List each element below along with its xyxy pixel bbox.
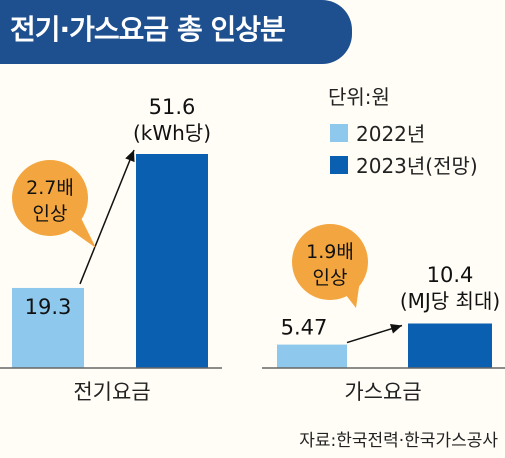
callout-ratio-gas: 1.9배 [306, 241, 354, 263]
value-label-gas-2023: 10.4 [427, 263, 474, 287]
value-label-gas-2022: 5.47 [281, 316, 328, 340]
increase-arrow-line-electric [79, 149, 135, 285]
bar-gas-2023 [408, 323, 492, 368]
callout-word-electric: 인상 [33, 203, 68, 225]
legend-label-2023: 2023년(전망) [356, 154, 478, 178]
title-banner [0, 0, 352, 64]
increase-arrowhead-electric [125, 150, 135, 163]
callout-bubble-gas [292, 224, 368, 300]
unit-note-electric: (kWh당) [133, 121, 211, 145]
legend-label-2022: 2022년 [356, 122, 425, 146]
category-label-electric: 전기요금 [73, 380, 150, 404]
callout-word-gas: 인상 [313, 267, 348, 289]
value-label-electric-2022: 19.3 [25, 295, 72, 319]
unit-note-gas: (MJ당 최대) [400, 289, 500, 313]
callout-ratio-electric: 2.7배 [26, 177, 74, 199]
increase-arrowhead-gas [390, 323, 402, 334]
legend-swatch-2023 [330, 156, 348, 174]
bar-electric-2022 [12, 287, 84, 368]
bar-gas-2022 [277, 344, 347, 368]
legend-swatch-2022 [330, 124, 348, 142]
chart-title: 전기·가스요금 총 인상분 [10, 13, 286, 46]
source-note: 자료:한국전력·한국가스공사 [299, 431, 498, 451]
category-label-gas: 가스요금 [344, 380, 421, 404]
unit-label: 단위:원 [328, 85, 390, 109]
bar-electric-2023 [136, 154, 208, 368]
callout-bubble-electric [12, 160, 88, 236]
value-label-electric-2023: 51.6 [149, 95, 196, 119]
